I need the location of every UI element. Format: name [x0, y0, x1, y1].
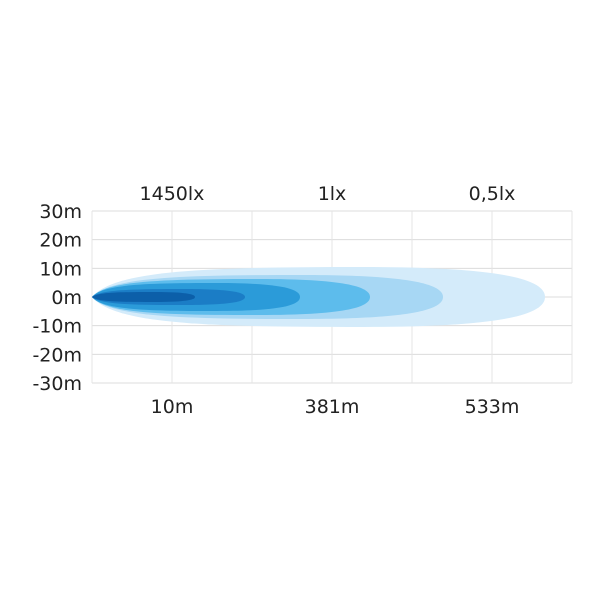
y-tick-label: -20m — [32, 344, 82, 366]
y-tick-label: 0m — [51, 287, 82, 309]
beam-zone — [92, 292, 195, 302]
y-tick-label: 10m — [39, 258, 82, 280]
distance-label: 381m — [305, 396, 360, 418]
lux-label: 1450lx — [140, 183, 205, 205]
distance-label: 533m — [465, 396, 520, 418]
distance-label: 10m — [151, 396, 194, 418]
y-tick-label: -30m — [32, 373, 82, 395]
distance-labels: 10m 381m 533m — [151, 396, 520, 418]
lux-label: 0,5lx — [469, 183, 516, 205]
lux-label: 1lx — [318, 183, 347, 205]
lux-labels: 1450lx 1lx 0,5lx — [140, 183, 516, 205]
y-axis-labels: 30m 20m 10m 0m -10m -20m -30m — [32, 201, 82, 395]
y-tick-label: 20m — [39, 230, 82, 252]
y-tick-label: -10m — [32, 316, 82, 338]
beam-zones — [92, 267, 545, 327]
y-tick-label: 30m — [39, 201, 82, 223]
